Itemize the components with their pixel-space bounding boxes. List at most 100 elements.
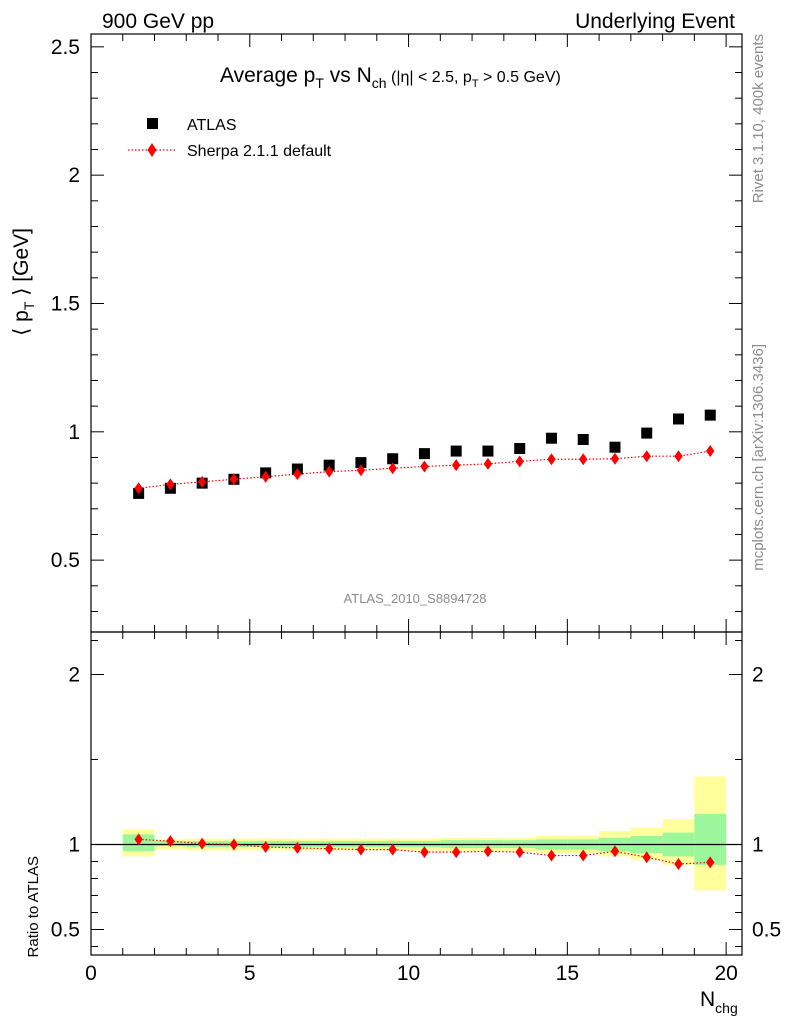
ylabel-close: ⟩ [GeV] (10, 228, 33, 302)
ratio-sherpa-point (674, 858, 683, 871)
atlas-point (482, 445, 494, 457)
ratio-sherpa-point (515, 846, 524, 859)
x-tick-label: 10 (397, 962, 420, 985)
atlas-point (355, 457, 367, 469)
ratio-y-tick-label-right: 1 (752, 834, 764, 857)
main-points (133, 409, 716, 499)
ratio-sherpa-point (483, 845, 493, 858)
atlas-point (641, 427, 653, 439)
title-cuts-sub: T (472, 78, 479, 90)
title-sub-t: T (315, 75, 324, 91)
x-tick-label: 5 (244, 962, 256, 985)
ratio-y-tick-label-right: 0.5 (752, 919, 781, 942)
ratio-plot-frame (90, 631, 743, 956)
ratio-sherpa-point (197, 837, 207, 850)
sherpa-point (483, 457, 493, 470)
atlas-point (672, 413, 684, 425)
legend-marker-atlas (147, 118, 158, 129)
ratio-sherpa-point (229, 838, 239, 851)
legend-marker-sherpa (147, 143, 157, 157)
title-cuts-a: (|η| < 2.5, p (387, 69, 472, 86)
ylabel-open: ⟨ p (10, 310, 33, 336)
sherpa-point (166, 478, 175, 491)
sherpa-point (642, 450, 651, 463)
xlabel-main: N (700, 988, 715, 1011)
ratio-sherpa-point (324, 842, 334, 855)
ratio-sherpa-point (420, 846, 429, 859)
xlabel-sub: chg (715, 1000, 738, 1016)
rivet-label: Rivet 3.1.10, 400k events (750, 34, 767, 203)
sherpa-point (134, 482, 143, 495)
atlas-point (545, 432, 557, 444)
plot-frames (90, 33, 743, 956)
sherpa-point (579, 453, 588, 466)
ratio-sherpa-point (610, 845, 620, 858)
ratio-y-axis-label: Ratio to ATLAS (25, 856, 42, 957)
ratio-sherpa-point (451, 846, 461, 859)
ratio-sherpa-point (642, 851, 651, 864)
sherpa-point (420, 460, 429, 473)
sherpa-point (197, 475, 207, 488)
x-tick-label: 20 (714, 962, 737, 985)
main-y-axis-label: ⟨ pT ⟩ [GeV] (10, 228, 37, 336)
ratio-sherpa-point (706, 856, 715, 869)
sherpa-point (293, 468, 302, 481)
legend: ATLAS Sherpa 2.1.1 default (128, 117, 332, 160)
header-right: Underlying Event (575, 10, 735, 33)
sherpa-point (610, 452, 620, 465)
main-y-tick-label: 1 (68, 421, 80, 444)
ratio-sherpa-point (166, 835, 175, 848)
legend-label-sherpa: Sherpa 2.1.1 default (187, 143, 332, 160)
axis-tick-labels: 0 5 10 15 20 0.5 1 1.5 2 2.5 0.5 0.5 1 1 2 2 (51, 36, 781, 985)
ratio-sherpa-point (388, 843, 397, 856)
ratio-points (134, 833, 715, 871)
analysis-label: ATLAS_2010_S8894728 (344, 591, 487, 606)
title-sub-ch: ch (372, 75, 387, 91)
atlas-point (418, 448, 430, 460)
atlas-point (577, 434, 589, 446)
ratio-sherpa-point (293, 841, 302, 854)
sherpa-point (451, 459, 461, 472)
sherpa-point (674, 450, 683, 463)
ratio-bands (122, 776, 727, 891)
atlas-point (514, 442, 526, 454)
title-middle: vs N (324, 64, 372, 87)
axis-ticks (90, 34, 742, 955)
x-axis-label: Nchg (700, 988, 738, 1016)
atlas-point (704, 409, 716, 421)
main-y-tick-label: 2.5 (51, 36, 80, 59)
x-tick-label: 15 (556, 962, 579, 985)
atlas-point (450, 445, 462, 457)
ratio-sherpa-point (579, 849, 588, 862)
main-y-tick-label: 1.5 (51, 292, 80, 315)
main-y-tick-label: 2 (68, 164, 80, 187)
sherpa-point (356, 464, 366, 477)
ratio-y-tick-label-right: 2 (752, 664, 764, 687)
ratio-sherpa-point (134, 833, 143, 846)
ratio-y-tick-label-left: 0.5 (51, 919, 80, 942)
sherpa-point (324, 465, 334, 478)
ratio-y-tick-label-left: 2 (68, 664, 80, 687)
header-left: 900 GeV pp (102, 10, 214, 33)
main-y-tick-label: 0.5 (51, 549, 80, 572)
ratio-sherpa-point (356, 843, 366, 856)
ylabel-sub: T (21, 301, 37, 310)
atlas-point (323, 459, 335, 471)
sherpa-point (388, 462, 397, 475)
atlas-point (387, 453, 399, 465)
title-prefix: Average p (220, 64, 315, 87)
chart-title: Average pT vs Nch (|η| < 2.5, pT > 0.5 G… (220, 64, 561, 91)
mcplots-label: mcplots.cern.ch [arXiv:1306.3436] (750, 344, 767, 571)
sherpa-point (706, 445, 715, 458)
title-cuts-b: > 0.5 GeV) (479, 69, 561, 86)
ratio-sherpa-point (547, 849, 556, 862)
x-tick-label: 0 (85, 962, 97, 985)
ratio-sherpa-point (261, 841, 270, 854)
atlas-point (609, 441, 621, 453)
sherpa-point (547, 453, 556, 466)
sherpa-point (261, 470, 270, 483)
sherpa-point (229, 473, 239, 486)
sherpa-point (515, 455, 524, 468)
legend-label-atlas: ATLAS (187, 117, 237, 134)
